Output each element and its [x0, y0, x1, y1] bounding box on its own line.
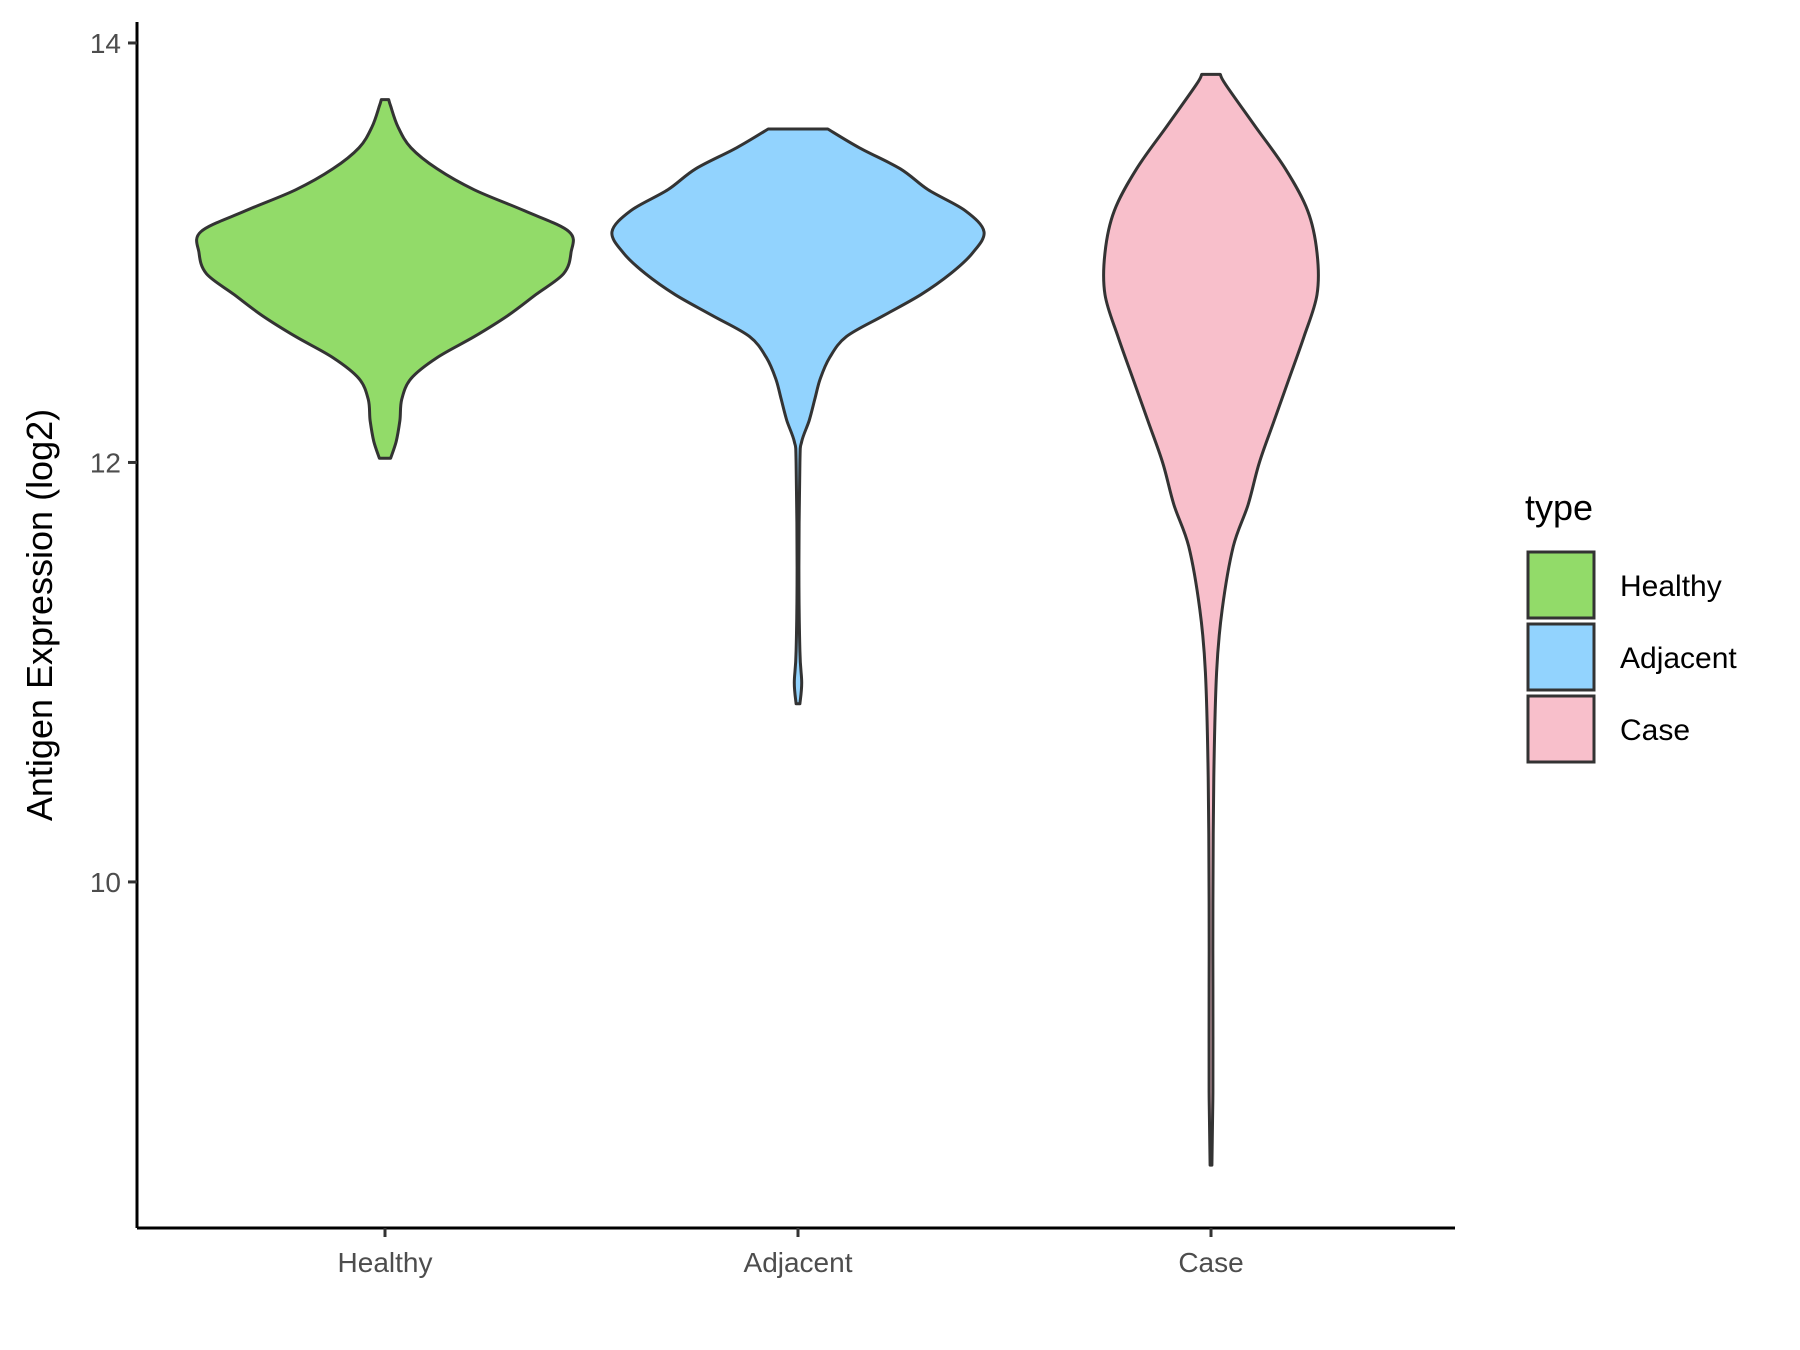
y-tick-label: 10	[90, 867, 121, 898]
y-axis-ticks: 10 12 14	[90, 28, 137, 898]
y-tick-label: 14	[90, 28, 121, 59]
legend-key-healthy	[1526, 550, 1596, 620]
legend: type Healthy Adjacent Case	[1525, 487, 1737, 764]
legend-label-healthy: Healthy	[1620, 570, 1722, 603]
legend-title: type	[1525, 487, 1593, 528]
violin-case	[1102, 72, 1320, 1167]
violin-healthy	[195, 98, 575, 460]
x-axis-ticks: Healthy Adjacent Case	[338, 1228, 1244, 1278]
violin-adjacent	[610, 127, 986, 706]
y-axis-title: Antigen Expression (log2)	[19, 409, 60, 821]
x-tick-label: Adjacent	[744, 1247, 853, 1278]
x-tick-label: Case	[1178, 1247, 1243, 1278]
legend-key-case	[1526, 694, 1596, 764]
violin-layer	[195, 72, 1320, 1167]
legend-items: Healthy Adjacent Case	[1526, 550, 1737, 764]
legend-label-adjacent: Adjacent	[1620, 642, 1737, 675]
legend-label-case: Case	[1620, 714, 1690, 747]
legend-key-adjacent	[1526, 622, 1596, 692]
x-tick-label: Healthy	[338, 1247, 433, 1278]
y-tick-label: 12	[90, 447, 121, 478]
